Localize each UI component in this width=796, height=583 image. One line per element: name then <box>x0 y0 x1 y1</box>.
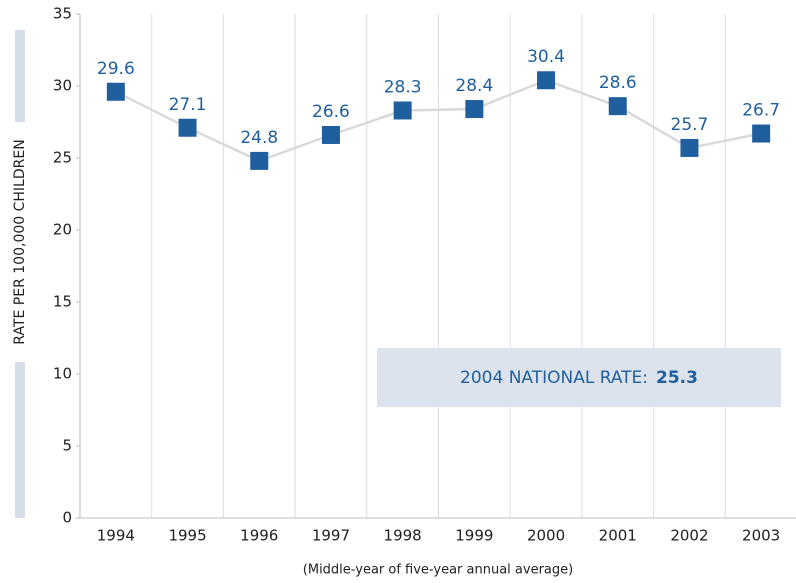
point-marker <box>680 138 699 157</box>
data-label: 26.7 <box>742 101 780 121</box>
point-marker <box>393 101 412 120</box>
x-tick-label: 1995 <box>168 527 206 545</box>
y-tick-label: 0 <box>62 509 72 527</box>
y-tick-label: 35 <box>53 5 72 23</box>
y-tick-label: 20 <box>53 221 72 239</box>
point-marker <box>752 124 771 143</box>
data-label: 29.6 <box>97 59 135 79</box>
x-tick-label: 1999 <box>455 527 493 545</box>
point-marker <box>106 82 125 101</box>
data-label: 28.3 <box>384 77 422 97</box>
y-tick-label: 5 <box>62 437 72 455</box>
data-label: 27.1 <box>169 95 207 115</box>
annotation: 2004 NATIONAL RATE: 25.3 <box>460 368 698 388</box>
x-tick-label: 1998 <box>384 527 422 545</box>
x-tick-label: 1997 <box>312 527 350 545</box>
point-marker <box>250 151 269 170</box>
y-tick-label: 30 <box>53 77 72 95</box>
data-label: 26.6 <box>312 102 350 122</box>
x-tick-label: 2001 <box>599 527 637 545</box>
point-marker <box>321 125 340 144</box>
series-line <box>115 78 762 163</box>
data-label: 24.8 <box>240 128 278 148</box>
y-axis-label: RATE PER 100,000 CHILDREN <box>12 139 28 344</box>
axis-accent-gap <box>8 122 32 362</box>
y-tick-label: 15 <box>53 293 72 311</box>
annotation-value: 25.3 <box>656 368 698 388</box>
x-tick-label: 2000 <box>527 527 565 545</box>
point-marker <box>608 97 627 116</box>
data-label: 28.4 <box>455 76 493 96</box>
plot-layer <box>76 13 796 519</box>
annotation-text: 2004 NATIONAL RATE: <box>460 368 648 388</box>
point-marker <box>178 118 197 137</box>
x-tick-label: 1996 <box>240 527 278 545</box>
y-tick-label: 10 <box>53 365 72 383</box>
annotation-box <box>377 348 781 407</box>
point-marker <box>465 100 484 119</box>
data-label: 25.7 <box>671 115 709 135</box>
data-label: 28.6 <box>599 73 637 93</box>
x-tick-label: 2003 <box>742 527 780 545</box>
point-marker <box>537 71 556 90</box>
data-label: 30.4 <box>527 47 565 67</box>
y-tick-label: 25 <box>53 149 72 167</box>
x-axis-label: (Middle-year of five-year annual average… <box>303 563 573 578</box>
x-tick-label: 1994 <box>97 527 135 545</box>
x-tick-label: 2002 <box>670 527 708 545</box>
